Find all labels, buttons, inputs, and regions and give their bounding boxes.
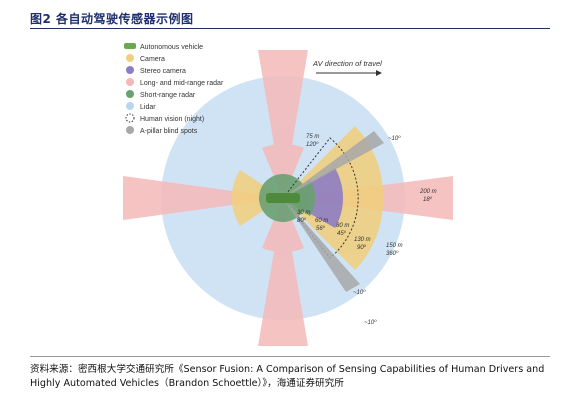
anno-short-radar-angle: 80º xyxy=(297,217,307,224)
legend-label-0: Autonomous vehicle xyxy=(140,44,203,51)
autonomous-vehicle-icon xyxy=(266,193,300,203)
radar-lobe-rear xyxy=(123,176,283,220)
camera-rear xyxy=(231,170,283,226)
anno-lidar-range: 150 m xyxy=(386,243,403,249)
anno-short-radar-range: 30 m xyxy=(297,210,310,216)
anno-blind-bottom-inner: ~10º xyxy=(353,289,366,296)
figure-header: 图2 各自动驾驶传感器示例图 xyxy=(30,10,550,29)
legend-label-7: A-pillar blind spots xyxy=(140,128,198,135)
legend-swatch-blind xyxy=(126,126,134,134)
sensor-coverage-diagram: Autonomous vehicle Camera Stereo camera … xyxy=(0,30,577,360)
legend-swatch-short-radar xyxy=(126,90,134,98)
legend-swatch-lidar xyxy=(126,102,134,110)
anno-camera-range: 75 m xyxy=(306,134,319,140)
mid-radar-top xyxy=(262,143,304,198)
legend-swatch-human xyxy=(125,113,135,123)
anno-long-radar-range: 200 m xyxy=(419,189,437,195)
legend-label-5: Lidar xyxy=(140,104,156,111)
anno-stereo-angle: 45º xyxy=(337,230,347,237)
blind-spot-bottom xyxy=(283,198,360,292)
legend-label-2: Stereo camera xyxy=(140,68,186,75)
source-line-2: Highly Automated Vehicles（Brandon Schoet… xyxy=(30,378,344,389)
legend-label-4: Short-range radar xyxy=(140,92,196,99)
source-note: 资料来源：密西根大学交通研究所《Sensor Fusion: A Compari… xyxy=(30,356,550,391)
human-vision-arc xyxy=(282,137,359,259)
anno-blind-top: ~10º xyxy=(388,135,401,142)
anno-lidar-angle: 360º xyxy=(386,250,399,257)
legend: Autonomous vehicle Camera Stereo camera … xyxy=(124,43,224,135)
source-line-1: 资料来源：密西根大学交通研究所《Sensor Fusion: A Compari… xyxy=(30,364,545,375)
legend-swatch-radar xyxy=(126,78,134,86)
blind-spots xyxy=(283,131,384,292)
anno-stereo-range: 80 m xyxy=(336,223,349,229)
direction-arrow-head xyxy=(376,70,382,76)
anno-camera-angle: 120º xyxy=(306,141,319,148)
annotations: 75 m 120º ~10º 200 m 18º 150 m 360º 130 … xyxy=(297,134,437,326)
mid-radar-bottom xyxy=(262,198,304,253)
anno-long-radar-angle: 18º xyxy=(423,196,433,203)
blind-spot-top xyxy=(283,131,384,198)
legend-label-3: Long- and mid-range radar xyxy=(140,80,224,87)
legend-car-icon xyxy=(124,43,136,49)
legend-swatch-camera xyxy=(126,54,134,62)
legend-label-6: Human vision (night) xyxy=(140,116,204,123)
radar-lobe-top xyxy=(258,50,308,198)
anno-mid-radar-angle: 56º xyxy=(316,225,326,232)
radar-lobe-bottom xyxy=(258,198,308,346)
legend-swatch-stereo xyxy=(126,66,134,74)
legend-label-1: Camera xyxy=(140,56,165,63)
figure-title: 图2 各自动驾驶传感器示例图 xyxy=(30,12,194,26)
sensor-coverage-svg: Autonomous vehicle Camera Stereo camera … xyxy=(123,43,453,346)
anno-blind-bottom-outer: ~10º xyxy=(364,319,377,326)
anno-mid-radar-range: 60 m xyxy=(315,218,328,224)
anno-human-range: 130 m xyxy=(354,237,371,243)
direction-label: AV direction of travel xyxy=(312,59,382,68)
anno-human-angle: 90º xyxy=(357,244,367,251)
